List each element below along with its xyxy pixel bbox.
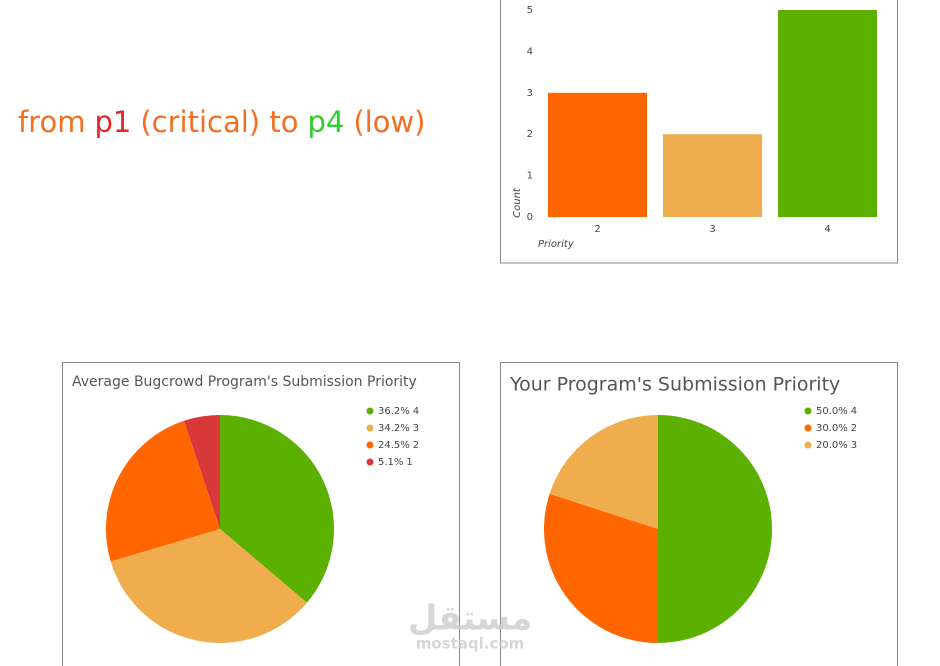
y-axis-label: Count	[512, 187, 523, 218]
pie-slice	[184, 415, 220, 529]
pie-slice	[658, 415, 772, 643]
y-tick-label: 4	[527, 46, 533, 57]
x-tick-label: 2	[594, 224, 600, 235]
headline-part: p1	[95, 105, 132, 139]
legend-marker	[366, 424, 374, 432]
legend-entry: 30.0% 2	[816, 423, 857, 434]
legend-entry: 20.0% 3	[816, 440, 857, 451]
legend-entry: 50.0% 4	[816, 406, 857, 417]
pie-slice	[106, 420, 220, 562]
legend-value: 5.1%	[378, 457, 403, 468]
legend-marker	[804, 424, 812, 432]
bar	[548, 92, 647, 217]
bar	[663, 134, 762, 217]
legend-value: 34.2%	[378, 423, 410, 434]
headline-part: from	[18, 105, 86, 139]
headline-part: (critical) to	[140, 105, 298, 139]
headline-part: p4	[307, 105, 344, 139]
legend-marker	[804, 407, 812, 415]
watermark: مستقل	[408, 599, 532, 639]
legend-marker	[366, 441, 374, 449]
legend-label: 4	[413, 406, 419, 417]
legend-label: 4	[851, 406, 857, 417]
watermark: mostaql.com	[416, 635, 525, 653]
x-axis-label: Priority	[538, 239, 575, 250]
y-tick-label: 3	[527, 88, 533, 99]
pie-slice	[544, 493, 658, 643]
legend-marker	[366, 458, 374, 466]
legend-value: 50.0%	[816, 406, 848, 417]
x-tick-label: 3	[709, 224, 715, 235]
y-tick-label: 5	[527, 5, 533, 16]
legend-value: 24.5%	[378, 440, 410, 451]
bar	[778, 10, 877, 217]
legend-value: 36.2%	[378, 406, 410, 417]
legend-value: 20.0%	[816, 440, 848, 451]
y-tick-label: 1	[527, 171, 533, 182]
legend-entry: 36.2% 4	[378, 406, 419, 417]
legend-label: 2	[851, 423, 857, 434]
chart-title: Your Program's Submission Priority	[509, 374, 840, 396]
legend-label: 3	[851, 440, 857, 451]
legend-entry: 34.2% 3	[378, 423, 419, 434]
y-tick-label: 2	[527, 129, 533, 140]
legend-marker	[366, 407, 374, 415]
legend-value: 30.0%	[816, 423, 848, 434]
legend-label: 3	[413, 423, 419, 434]
headline: from p1 (critical) to p4 (low)	[18, 105, 425, 139]
pie-slice	[220, 415, 335, 603]
pie-slice	[549, 415, 658, 529]
headline-part: (low)	[353, 105, 425, 139]
legend-entry: 24.5% 2	[378, 440, 419, 451]
y-tick-label: 0	[527, 212, 533, 223]
legend-label: 1	[406, 457, 412, 468]
pie-slice	[110, 529, 307, 644]
x-tick-label: 4	[824, 224, 830, 235]
legend-label: 2	[413, 440, 419, 451]
legend-marker	[804, 441, 812, 449]
legend-entry: 5.1% 1	[378, 457, 413, 468]
chart-title: Average Bugcrowd Program's Submission Pr…	[72, 374, 417, 390]
